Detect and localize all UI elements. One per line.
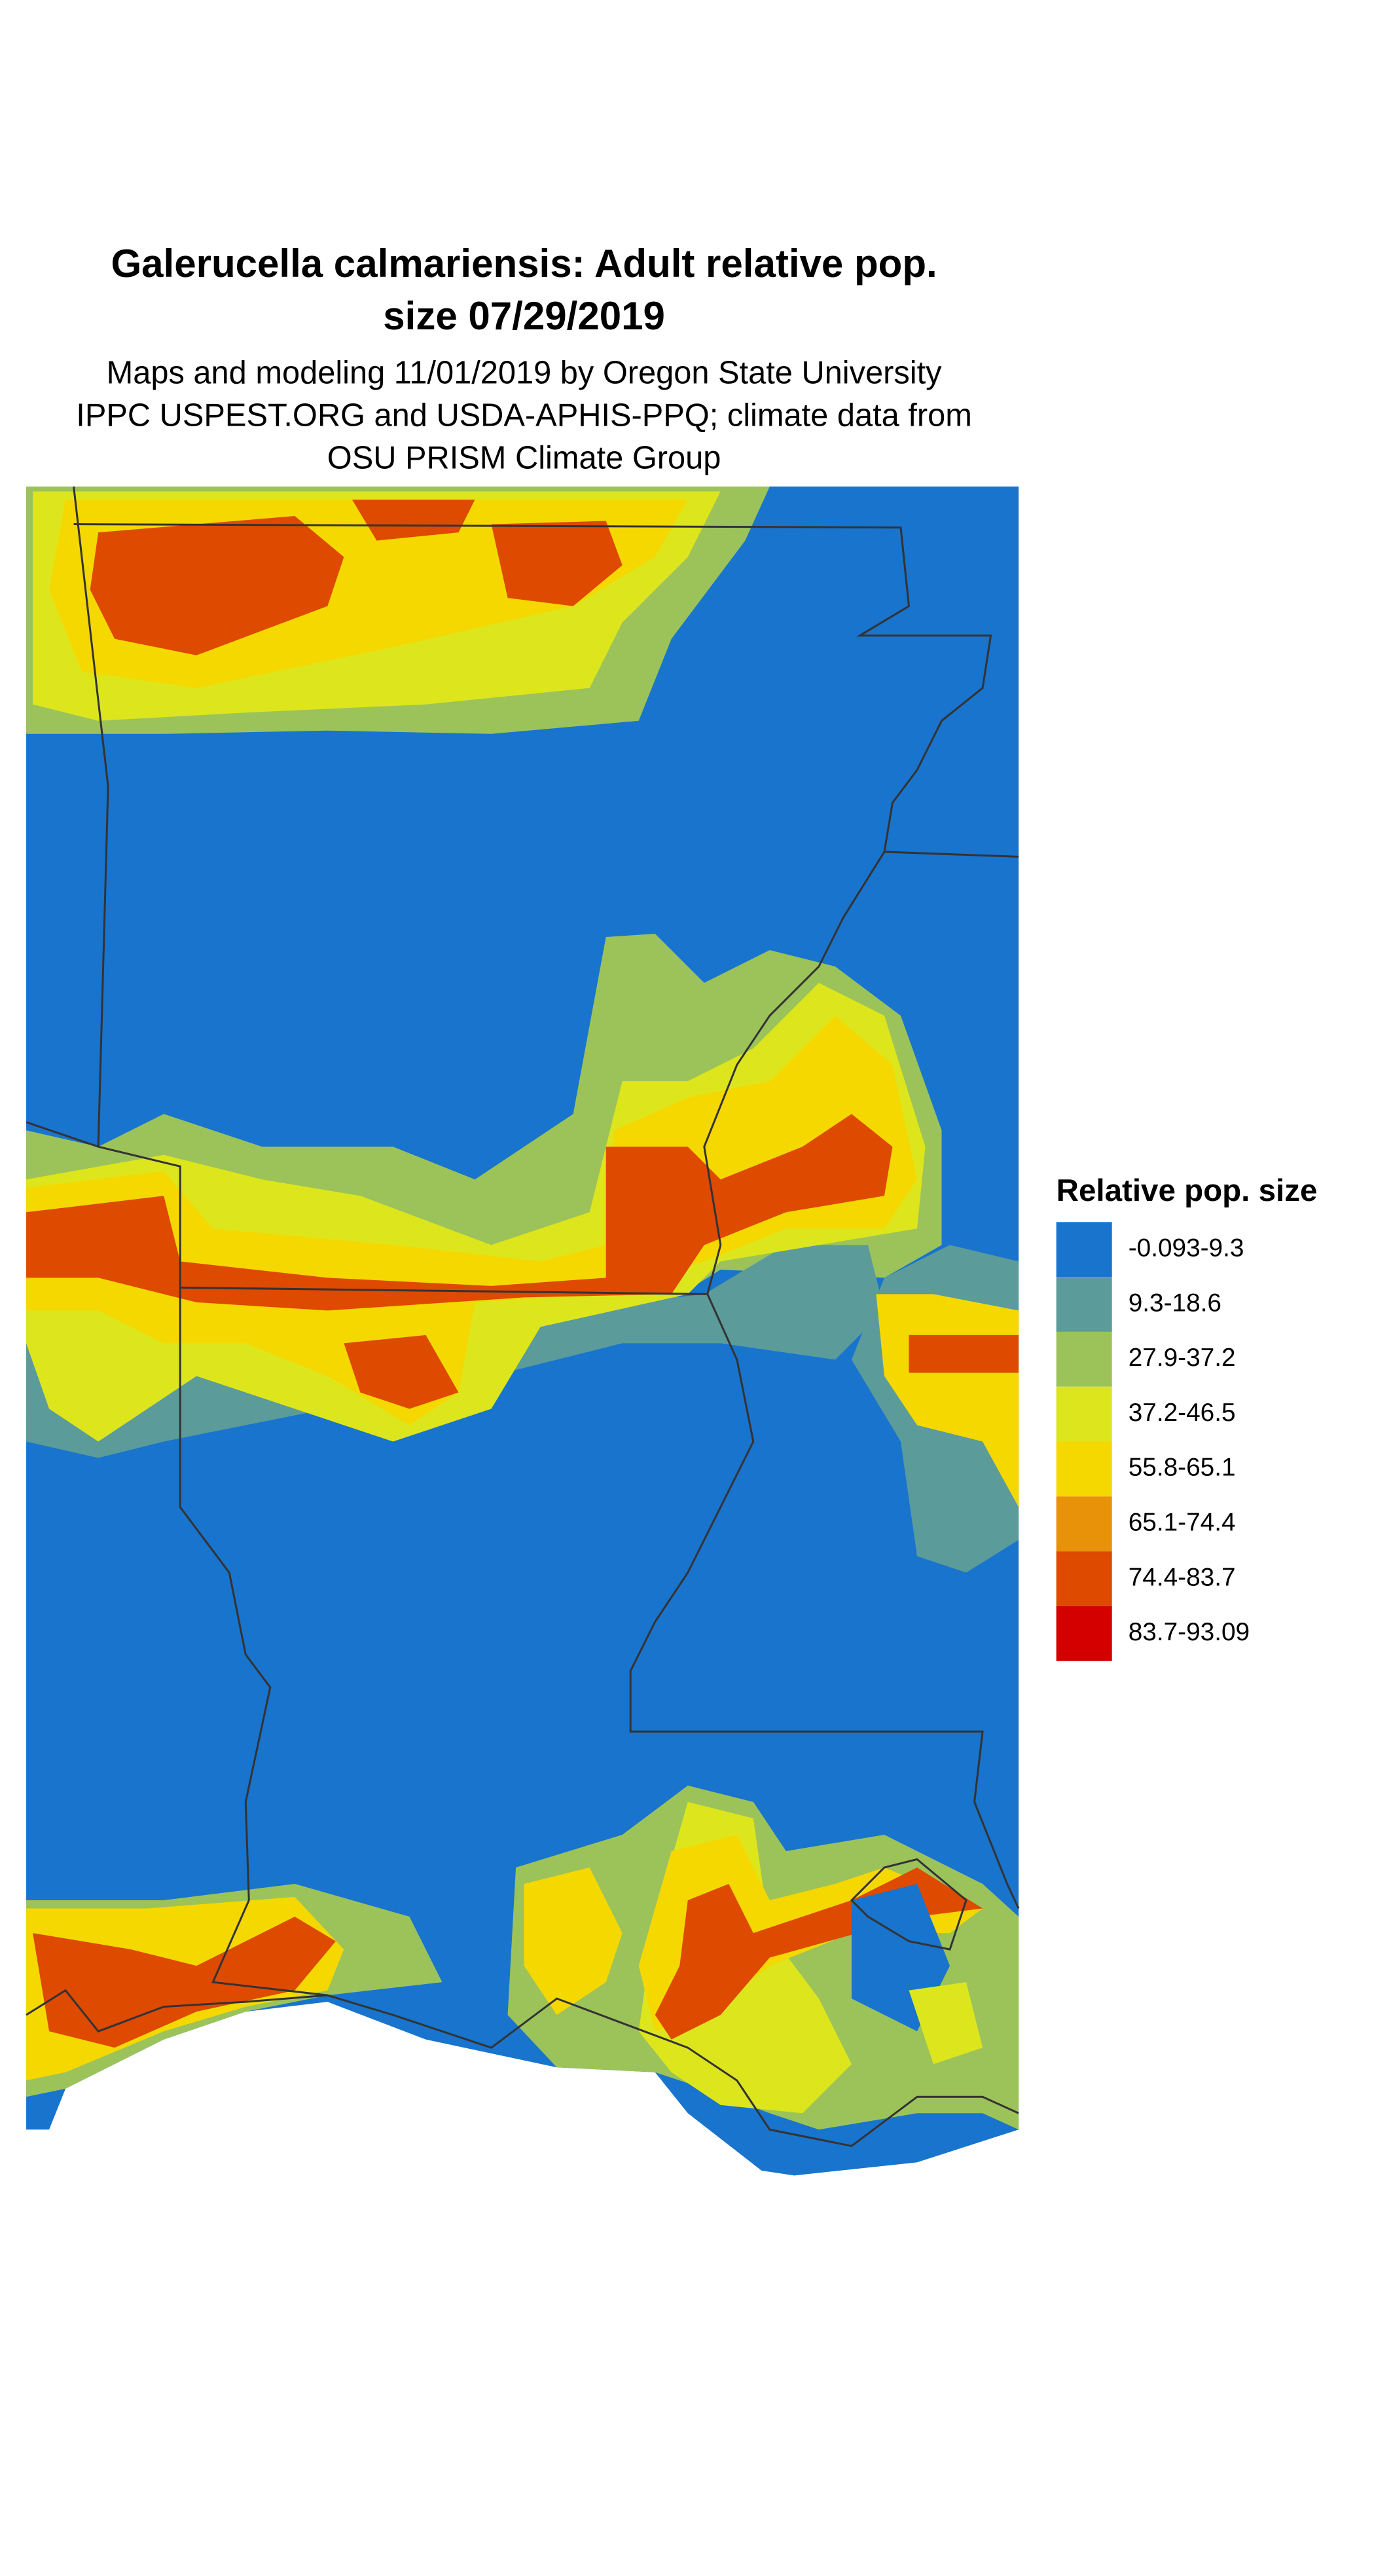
state-border [26,1989,1019,2147]
legend-swatch [1056,1277,1112,1332]
subtitle: IPPC USPEST.ORG and USDA-APHIS-PPQ; clim… [76,397,972,433]
subtitle: OSU PRISM Climate Group [327,441,721,476]
legend-title: Relative pop. size [1057,1173,1318,1208]
state-border [26,1121,99,1148]
legend-swatch [1056,1441,1112,1497]
state-border [629,1293,1020,1909]
risk-zone [344,1334,459,1409]
legend-swatch [1056,1331,1112,1387]
legend-swatch [1056,1496,1112,1552]
legend-label: 74.4-83.7 [1129,1563,1236,1591]
legend-label: 65.1-74.4 [1129,1508,1236,1536]
legend-label: 83.7-93.09 [1129,1618,1250,1646]
risk-zone [352,500,475,541]
risk-zone [26,1016,917,1426]
risk-zone [33,1917,336,2048]
risk-zone [491,521,623,606]
legend-label: 55.8-65.1 [1129,1454,1236,1482]
state-border [850,1858,967,1951]
risk-zone [909,1982,983,2065]
map [26,486,1020,2176]
risk-zone [26,1114,893,1311]
state-border [180,851,886,1295]
risk-zone [90,516,344,655]
risk-zone [524,1867,623,2015]
legend-label: 9.3-18.6 [1129,1289,1221,1317]
legend-label: -0.093-9.3 [1129,1234,1244,1262]
legend-swatch [1056,1386,1112,1442]
state-border [73,523,1019,858]
legend-label: 27.9-37.2 [1129,1344,1236,1372]
legend-swatch [1056,1222,1112,1278]
legend: -0.093-9.3 9.3-18.6 27.9-37.2 37.2-46.5 55.8… [1056,1222,1250,1661]
legend-label: 37.2-46.5 [1129,1399,1236,1427]
title: Galerucella calmariensis: Adult relative… [111,242,937,285]
legend-swatch [1056,1551,1112,1606]
state-border [73,486,328,1996]
risk-zone [909,1334,1019,1373]
subtitle: Maps and modeling 11/01/2019 by Oregon S… [107,355,942,390]
title: size 07/29/2019 [383,294,665,338]
legend-swatch [1056,1606,1112,1661]
